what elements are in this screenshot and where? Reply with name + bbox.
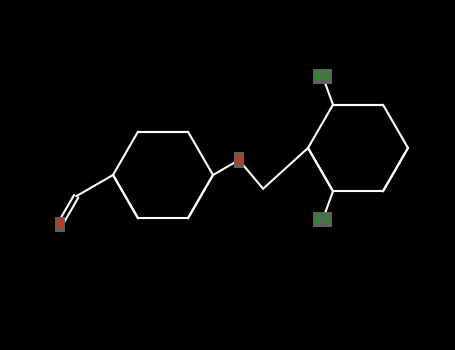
Text: O: O [56,218,64,231]
Text: O: O [235,154,243,167]
Text: Cl: Cl [315,70,331,83]
Text: Cl: Cl [315,213,331,226]
